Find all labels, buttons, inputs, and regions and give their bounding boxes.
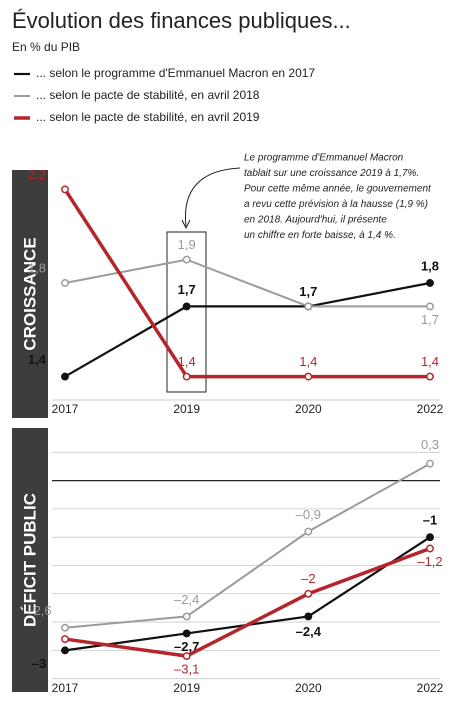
series-line [64,462,431,629]
data-point [61,279,69,287]
page-title: Évolution des finances publiques... [12,8,351,33]
value-label: –2,4 [174,592,199,607]
value-label: 1,4 [178,354,196,369]
data-point [61,635,69,644]
x-tick-label: 2017 [52,402,79,416]
value-label: 0,3 [421,437,439,452]
data-point [426,372,434,381]
annotation: a revu cette prévision à la hausse (1,9 … [244,199,428,210]
value-label: –2,6 [26,603,51,618]
data-point [182,612,191,621]
value-label: 1,7 [178,282,196,297]
legend-label: ... selon le programme d'Emmanuel Macron… [36,66,315,80]
legend-label: ... selon le pacte de stabilité, en avri… [36,110,260,124]
data-point [304,527,313,536]
legend-label: ... selon le pacte de stabilité, en avri… [36,88,260,102]
value-label: –0,9 [296,507,321,522]
value-label: 1,4 [28,352,47,367]
x-tick-label: 2019 [173,681,200,695]
data-point [61,646,69,655]
data-point [61,185,69,194]
value-label: 1,8 [28,260,46,275]
subtitle: En % du PIB [12,40,80,54]
value-label: 1,4 [299,354,317,369]
data-point [182,629,191,638]
series-line [63,188,430,379]
x-tick-label: 2020 [295,402,322,416]
x-tick-label: 2020 [295,681,322,695]
value-label: 1,4 [421,354,439,369]
data-point [304,372,313,381]
annotation: Le programme d'Emmanuel Macron [244,153,404,164]
value-label: 1,7 [299,284,317,299]
value-label: –1,2 [417,554,442,569]
annotation: tablait sur une croissance 2019 à 1,7%. [244,168,419,179]
value-label: 1,8 [421,258,439,273]
value-label: –3 [32,656,46,671]
series-line [64,258,430,308]
annotation: en 2018. Aujourd'hui, il présente [244,215,387,226]
value-label: 2,2 [28,167,46,182]
panel-band [12,428,48,692]
panel-band [12,170,48,418]
value-label: –2,4 [296,624,322,639]
data-point [304,589,313,598]
annotation: un chiffre en forte baisse, à 1,4 %. [244,230,396,241]
data-point [61,623,69,632]
panel-title: DÉFICIT PUBLIC [20,493,39,627]
data-point [304,612,313,621]
x-tick-label: 2022 [417,402,444,416]
value-label: –2,7 [174,639,199,654]
data-point [182,255,191,264]
arrow-head [181,219,191,230]
data-point [61,372,69,381]
x-tick-label: 2019 [173,402,200,416]
x-tick-label: 2017 [52,681,79,695]
data-point [182,372,191,381]
panel-title: CROISSANCE [20,237,39,350]
value-label: –3,1 [174,661,199,676]
value-label: 1,9 [178,237,196,252]
data-point [304,302,313,311]
data-point [426,279,434,287]
series-line [64,546,431,658]
annotation: Pour cette même année, le gouvernement [244,184,432,195]
data-point [182,302,191,311]
value-label: –1 [423,513,437,528]
highlight-box [166,231,207,393]
data-point [426,544,434,553]
data-point [426,533,434,542]
series-line [64,281,431,378]
annotation-arrow [184,167,241,227]
value-label: 1,7 [421,312,439,327]
data-point [426,459,434,468]
value-label: –2 [301,571,315,586]
x-tick-label: 2022 [417,681,444,695]
data-point [182,652,191,660]
data-point [426,302,434,311]
